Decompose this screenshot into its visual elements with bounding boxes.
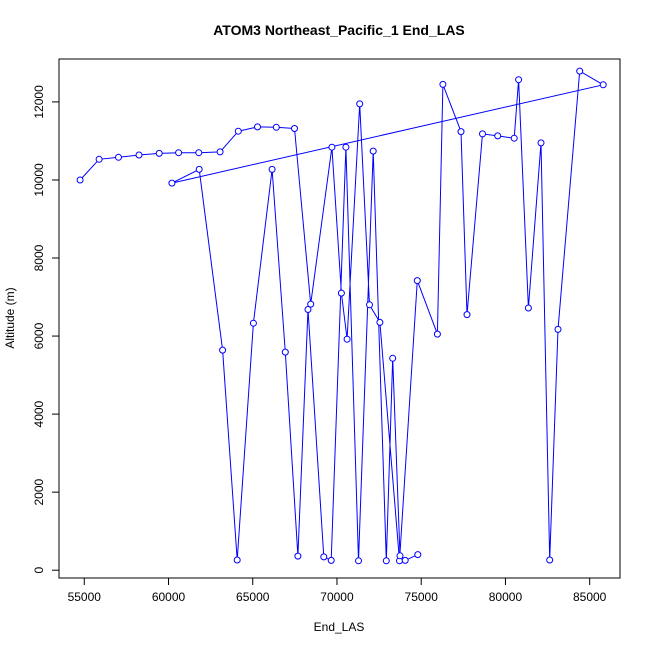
series-line — [79, 70, 605, 562]
data-point — [168, 179, 176, 187]
data-point — [216, 148, 224, 156]
data-point — [510, 134, 518, 142]
data-point — [343, 335, 351, 343]
data-point — [233, 556, 241, 564]
x-tick-label: 55000 — [68, 590, 102, 604]
data-point — [479, 130, 486, 138]
data-point — [281, 348, 289, 356]
data-point — [355, 557, 362, 565]
y-axis-label: Altitude (m) — [3, 287, 17, 348]
x-tick-label: 60000 — [152, 590, 186, 604]
chart-title: ATOM3 Northeast_Pacific_1 End_LAS — [213, 22, 465, 38]
data-point — [382, 557, 390, 565]
data-point — [115, 153, 122, 161]
series-points — [76, 67, 607, 565]
data-point — [524, 304, 532, 312]
series-path — [79, 70, 605, 562]
x-tick-label: 75000 — [405, 590, 439, 604]
data-point — [546, 556, 554, 564]
y-tick-label: 8000 — [32, 244, 46, 271]
data-point — [268, 165, 276, 173]
data-point — [337, 289, 345, 297]
data-point — [366, 301, 373, 309]
y-tick-label: 10000 — [32, 163, 46, 197]
data-point — [320, 553, 328, 561]
data-point — [433, 330, 441, 338]
y-tick-label: 6000 — [32, 322, 46, 349]
data-point — [135, 151, 143, 159]
data-point — [195, 165, 203, 173]
data-point — [554, 325, 562, 333]
data-point — [254, 123, 261, 131]
data-point — [457, 128, 465, 136]
data-point — [356, 100, 364, 108]
x-tick-label: 65000 — [236, 590, 270, 604]
data-point — [439, 80, 447, 88]
x-tick-label: 70000 — [320, 590, 354, 604]
data-point — [494, 132, 502, 140]
data-point — [95, 155, 103, 163]
x-tick-label: 80000 — [489, 590, 523, 604]
data-point — [249, 319, 257, 327]
data-point — [401, 556, 409, 564]
data-point — [195, 149, 203, 157]
data-point — [234, 127, 242, 135]
data-point — [463, 311, 471, 319]
data-point — [294, 552, 302, 560]
data-point — [537, 139, 545, 147]
y-tick-label: 0 — [32, 567, 46, 574]
data-point — [291, 125, 298, 132]
data-point — [599, 81, 607, 89]
data-point — [328, 143, 336, 151]
data-point — [413, 277, 421, 285]
data-point — [76, 176, 84, 184]
data-point — [515, 76, 523, 84]
data-point — [272, 123, 280, 131]
data-point — [342, 143, 350, 151]
data-point — [414, 551, 422, 559]
y-tick-label: 12000 — [32, 85, 46, 119]
data-point — [175, 149, 183, 157]
data-point — [396, 552, 404, 560]
data-point — [219, 346, 227, 354]
data-point — [327, 556, 335, 564]
data-point — [376, 318, 384, 326]
data-point — [369, 147, 377, 155]
y-tick-label: 2000 — [32, 478, 46, 505]
x-tick-label: 85000 — [573, 590, 607, 604]
plot-frame — [58, 58, 621, 579]
data-point — [155, 149, 163, 157]
y-axis: 0 2000 4000 6000 8000 10000 12000 — [32, 85, 59, 574]
data-point — [304, 306, 312, 313]
x-axis: 55000 60000 65000 70000 75000 80000 85000 — [68, 578, 607, 604]
y-tick-label: 4000 — [32, 400, 46, 427]
data-point — [389, 354, 397, 362]
data-point — [576, 67, 584, 75]
data-point — [307, 300, 315, 308]
x-axis-label: End_LAS — [314, 620, 365, 634]
